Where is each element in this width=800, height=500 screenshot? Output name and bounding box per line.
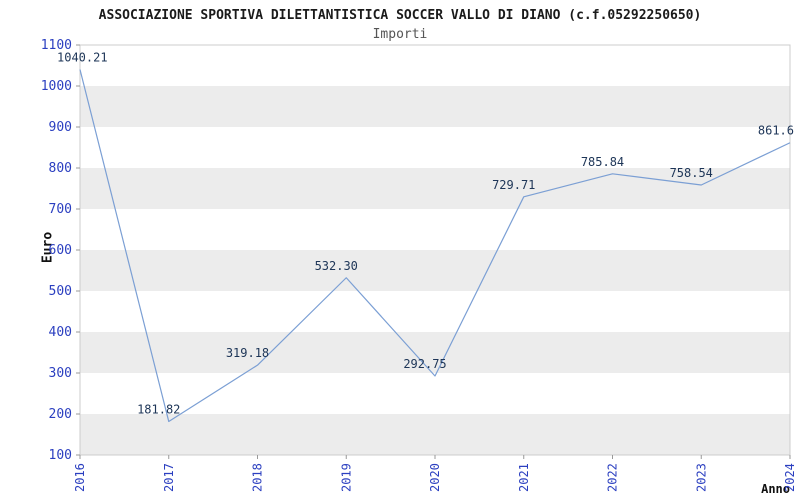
data-point-label: 1040.21 bbox=[57, 51, 108, 65]
y-tick-label: 600 bbox=[49, 243, 72, 258]
data-point-label: 785.84 bbox=[581, 155, 624, 169]
x-tick-label: 2020 bbox=[428, 463, 442, 492]
plot-band bbox=[80, 168, 790, 209]
y-tick-label: 400 bbox=[49, 325, 72, 340]
x-tick-label: 2019 bbox=[339, 463, 353, 492]
chart-title: ASSOCIAZIONE SPORTIVA DILETTANTISTICA SO… bbox=[98, 8, 702, 23]
data-point-label: 292.75 bbox=[403, 357, 446, 371]
x-tick-label: 2022 bbox=[606, 463, 620, 492]
x-tick-label: 2021 bbox=[517, 463, 531, 492]
y-tick-label: 800 bbox=[49, 161, 72, 176]
data-point-label: 532.30 bbox=[315, 259, 358, 273]
y-tick-label: 300 bbox=[49, 366, 72, 381]
x-tick-label: 2016 bbox=[73, 463, 87, 492]
plot-band bbox=[80, 86, 790, 127]
x-tick-label: 2023 bbox=[694, 463, 708, 492]
plot-band bbox=[80, 414, 790, 455]
x-tick-label: 2017 bbox=[162, 463, 176, 492]
plot-band bbox=[80, 332, 790, 373]
data-point-label: 758.54 bbox=[670, 166, 713, 180]
x-tick-label: 2018 bbox=[251, 463, 265, 492]
y-tick-label: 1100 bbox=[41, 38, 72, 53]
y-tick-label: 500 bbox=[49, 284, 72, 299]
x-axis-title: Anno bbox=[761, 482, 790, 496]
y-tick-label: 100 bbox=[49, 448, 72, 463]
x-tick-label: 2024 bbox=[783, 463, 797, 492]
plot-band bbox=[80, 250, 790, 291]
y-tick-label: 200 bbox=[49, 407, 72, 422]
data-point-label: 729.71 bbox=[492, 178, 535, 192]
data-point-label: 181.82 bbox=[137, 402, 180, 416]
data-point-label: 861.6 bbox=[758, 124, 794, 138]
y-tick-label: 900 bbox=[49, 120, 72, 135]
chart-subtitle: Importi bbox=[372, 27, 428, 42]
y-tick-label: 1000 bbox=[41, 79, 72, 94]
y-tick-label: 700 bbox=[49, 202, 72, 217]
data-line bbox=[79, 69, 791, 423]
data-point-label: 319.18 bbox=[226, 346, 269, 360]
